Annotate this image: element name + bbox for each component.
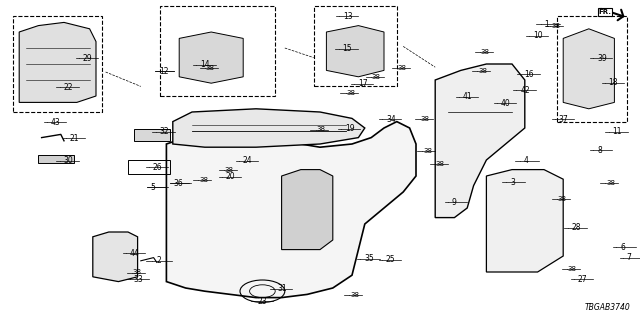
Text: 12: 12 [159,67,168,76]
Polygon shape [435,64,525,218]
FancyBboxPatch shape [557,16,627,122]
FancyBboxPatch shape [13,16,102,112]
Bar [134,129,170,141]
Text: 10: 10 [533,31,543,40]
FancyBboxPatch shape [160,6,275,96]
Polygon shape [486,170,563,272]
Text: 38: 38 [132,269,141,275]
Bar [38,155,74,163]
Text: 3: 3 [510,178,515,187]
Text: 34: 34 [386,115,396,124]
Text: 38: 38 [481,49,490,54]
Text: 38: 38 [478,68,487,74]
Text: 15: 15 [342,44,352,53]
Text: 6: 6 [620,243,625,252]
Bar [128,160,170,174]
Text: 30: 30 [63,156,73,165]
Polygon shape [166,122,416,298]
Text: 14: 14 [200,60,210,69]
Text: 42: 42 [520,86,530,95]
Text: 28: 28 [572,223,581,232]
Text: 32: 32 [159,127,169,136]
Text: 39: 39 [597,54,607,63]
Text: 16: 16 [524,70,534,79]
Text: 36: 36 [173,179,183,188]
FancyBboxPatch shape [314,6,397,86]
Polygon shape [93,232,138,282]
Text: 38: 38 [199,177,208,182]
Text: FR.: FR. [598,9,611,15]
Text: 33: 33 [134,275,143,284]
Text: 38: 38 [372,74,381,80]
Text: 38: 38 [316,126,325,132]
Text: 37: 37 [559,115,568,124]
Text: 38: 38 [606,180,615,186]
Text: 4: 4 [524,156,529,165]
Text: 38: 38 [420,116,429,122]
Text: 26: 26 [153,163,163,172]
Text: 38: 38 [346,90,355,96]
Text: 44: 44 [130,249,140,258]
Polygon shape [173,109,365,147]
Text: 2: 2 [156,256,161,265]
Text: 18: 18 [609,78,618,87]
Text: 9: 9 [452,198,457,207]
Text: 13: 13 [343,12,353,20]
Text: 35: 35 [364,254,374,263]
Text: TBGAB3740: TBGAB3740 [585,303,630,312]
Text: 5: 5 [150,183,156,192]
Text: 24: 24 [243,156,252,165]
Text: 29: 29 [83,54,92,63]
Polygon shape [326,26,384,77]
Text: 31: 31 [277,284,287,293]
Text: 40: 40 [501,99,511,108]
Text: 11: 11 [612,127,622,136]
Text: 21: 21 [70,134,79,143]
Text: 25: 25 [386,255,396,264]
Polygon shape [563,29,614,109]
Text: 38: 38 [436,161,445,166]
Text: 38: 38 [557,196,566,202]
Text: 1: 1 [545,20,549,28]
Text: 43: 43 [51,118,60,127]
Text: 38: 38 [423,148,432,154]
Text: 38: 38 [568,266,577,272]
Text: 38: 38 [350,292,359,298]
Text: 27: 27 [578,275,588,284]
Text: 41: 41 [463,92,472,101]
Text: 17: 17 [358,79,367,88]
Polygon shape [19,22,96,102]
Text: 23: 23 [258,297,268,306]
Text: 38: 38 [397,65,406,70]
Text: 38: 38 [225,167,234,173]
Text: 20: 20 [226,172,236,181]
Text: 19: 19 [345,124,355,133]
Text: 22: 22 [63,83,73,92]
Text: 7: 7 [627,253,632,262]
Polygon shape [282,170,333,250]
Text: 38: 38 [551,23,560,29]
Text: 38: 38 [205,65,214,70]
Polygon shape [179,32,243,83]
Text: 8: 8 [597,146,602,155]
